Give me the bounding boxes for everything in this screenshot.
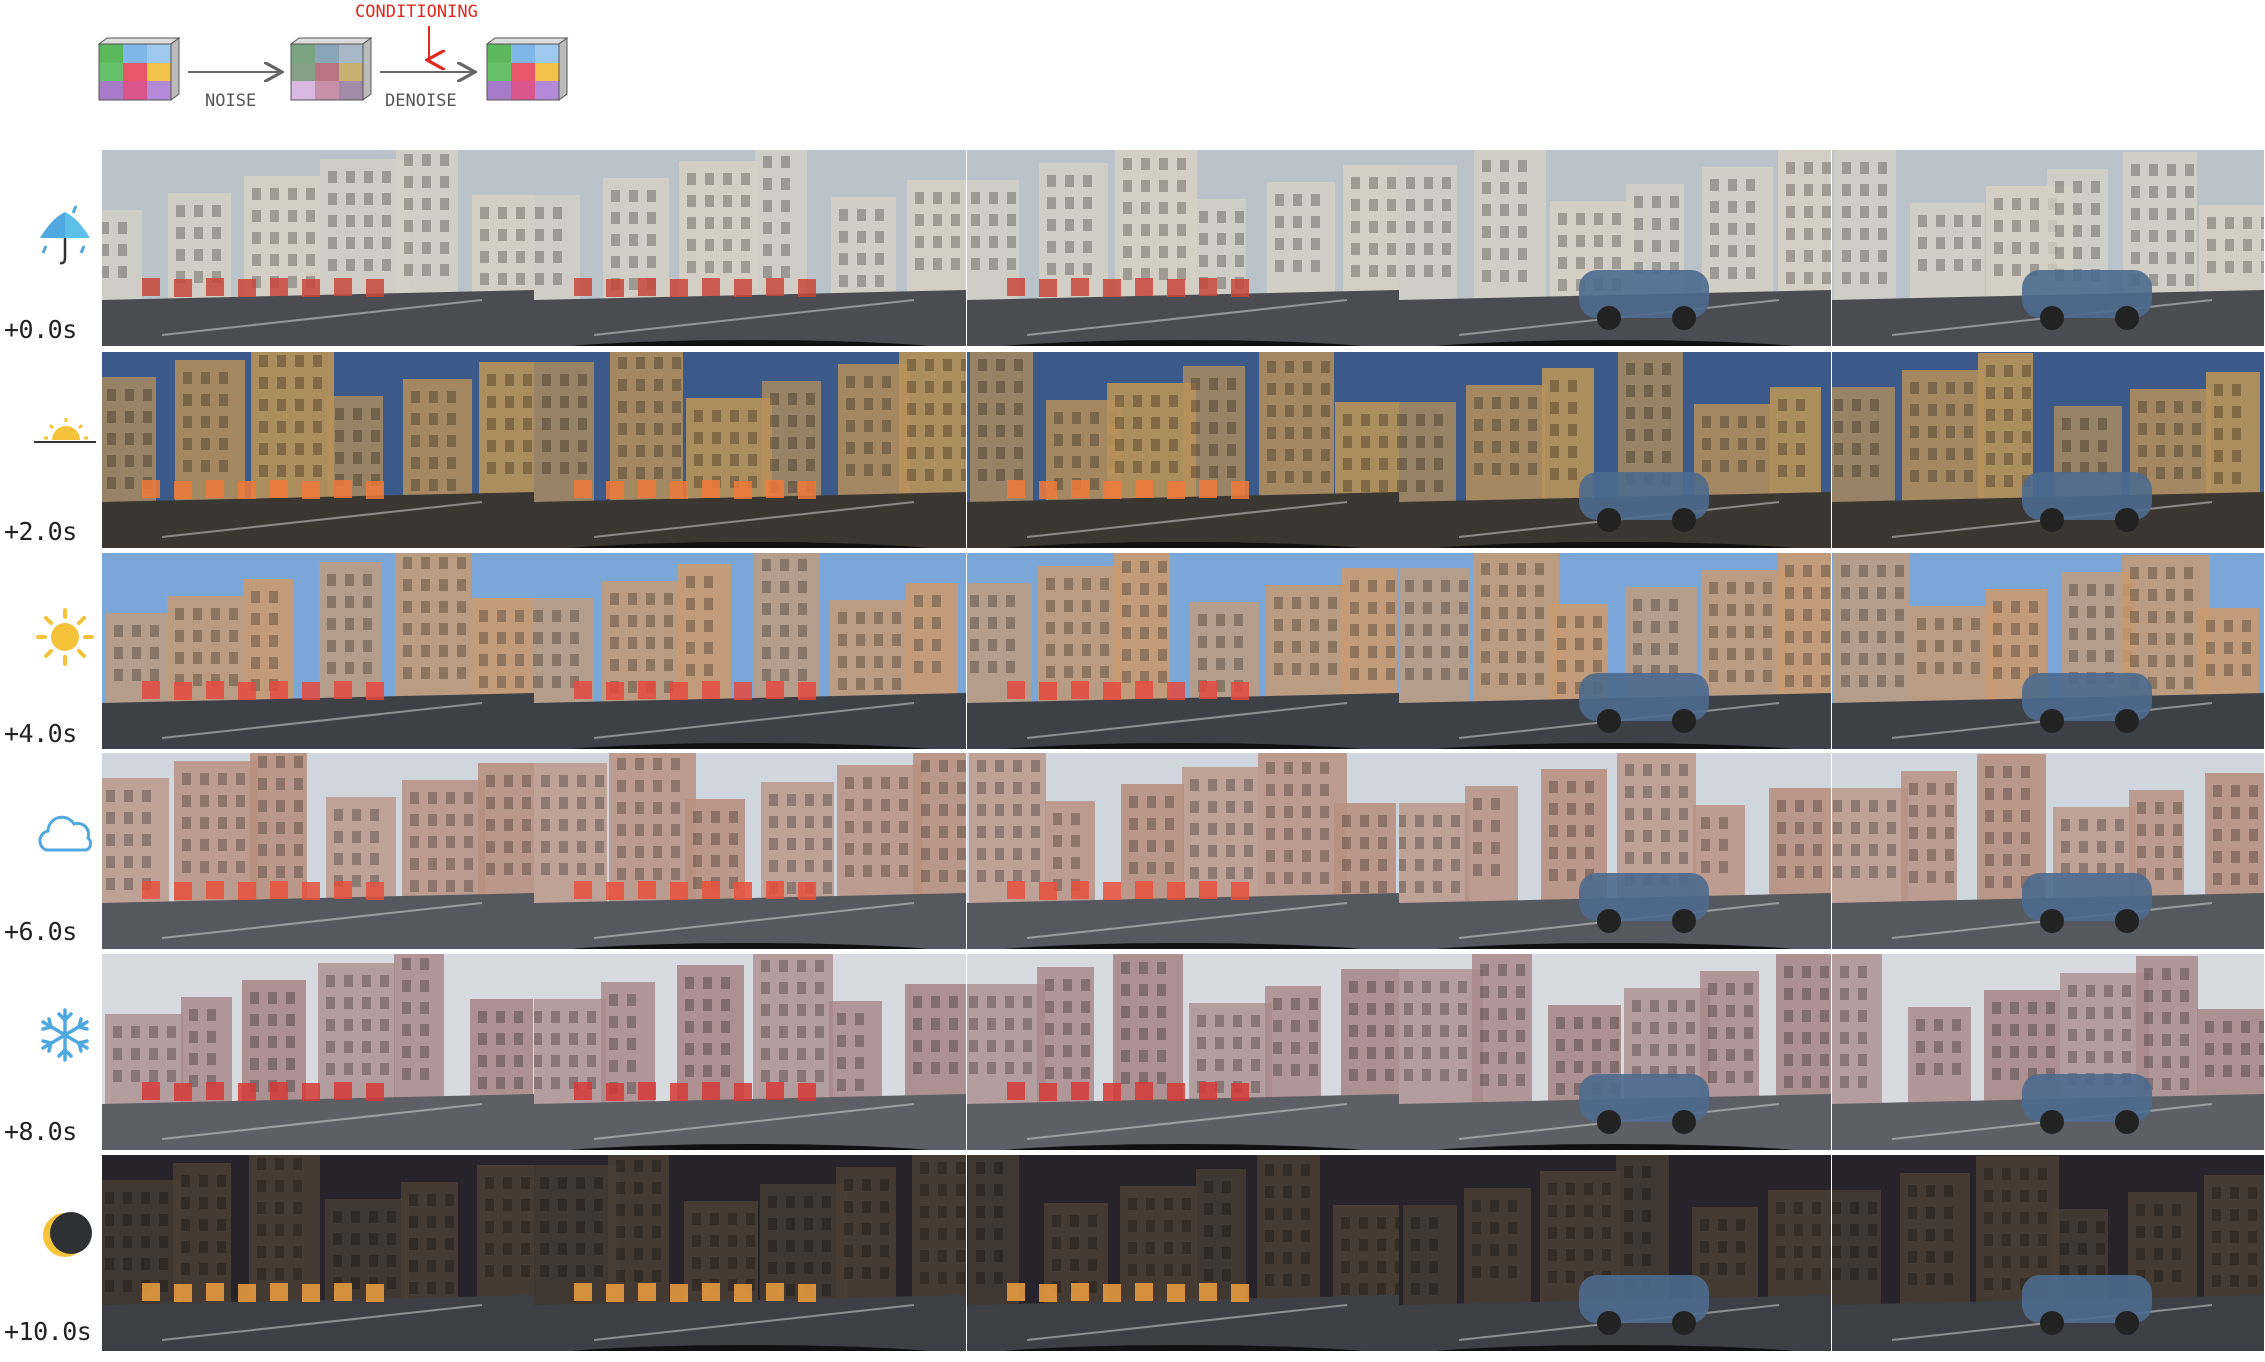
noise-label: NOISE bbox=[205, 91, 256, 110]
row-label-1: +2.0s bbox=[0, 352, 100, 548]
frame-row bbox=[102, 1155, 2264, 1351]
snowflake-icon bbox=[41, 1008, 89, 1062]
latent-cube-clean bbox=[97, 37, 181, 101]
frame-row bbox=[102, 753, 2264, 949]
sun-icon bbox=[36, 608, 94, 666]
denoise-label: DENOISE bbox=[385, 91, 457, 110]
video-frame bbox=[534, 150, 966, 346]
video-frame bbox=[967, 150, 1399, 346]
video-frame bbox=[102, 150, 534, 346]
video-frame bbox=[102, 954, 534, 1150]
cloud-icon bbox=[38, 815, 93, 852]
video-frame bbox=[102, 352, 534, 548]
video-frame bbox=[102, 753, 534, 949]
rain-umbrella-icon bbox=[40, 205, 90, 265]
conditioning-label: CONDITIONING bbox=[355, 2, 478, 22]
video-frame bbox=[967, 352, 1399, 548]
video-frame bbox=[1399, 150, 1831, 346]
moon-icon bbox=[43, 1212, 92, 1257]
row-label-0: +0.0s bbox=[0, 150, 100, 346]
video-frame bbox=[1832, 553, 2264, 749]
timestamp: +10.0s bbox=[4, 1317, 92, 1346]
frame-row bbox=[102, 352, 2264, 548]
video-frame bbox=[534, 352, 966, 548]
video-frame bbox=[1832, 1155, 2264, 1351]
video-frame bbox=[1832, 753, 2264, 949]
video-frame bbox=[534, 753, 966, 949]
frame-row bbox=[102, 553, 2264, 749]
sunrise-icon bbox=[34, 418, 96, 443]
video-frame bbox=[967, 753, 1399, 949]
video-frame bbox=[534, 553, 966, 749]
video-frame bbox=[1399, 753, 1831, 949]
timestamp: +0.0s bbox=[4, 315, 77, 344]
timestamp: +2.0s bbox=[4, 517, 77, 546]
video-frame bbox=[1399, 553, 1831, 749]
video-frame bbox=[534, 1155, 966, 1351]
timestamp: +4.0s bbox=[4, 719, 77, 748]
video-frame bbox=[102, 1155, 534, 1351]
video-frame bbox=[1832, 352, 2264, 548]
frame-row bbox=[102, 954, 2264, 1150]
video-frame bbox=[967, 553, 1399, 749]
video-frame bbox=[967, 1155, 1399, 1351]
frame-row bbox=[102, 150, 2264, 346]
video-frame bbox=[1832, 954, 2264, 1150]
video-frame bbox=[1399, 352, 1831, 548]
diffusion-diagram: NOISE DENOISE CONDITIONING bbox=[97, 2, 569, 110]
row-label-3: +6.0s bbox=[0, 752, 100, 948]
video-frame bbox=[1832, 150, 2264, 346]
video-frame bbox=[534, 954, 966, 1150]
video-frame bbox=[1399, 1155, 1831, 1351]
video-frame bbox=[967, 954, 1399, 1150]
timestamp: +6.0s bbox=[4, 917, 77, 946]
video-frame bbox=[1399, 954, 1831, 1150]
row-label-4: +8.0s bbox=[0, 952, 100, 1148]
latent-cube-noisy bbox=[289, 37, 373, 101]
row-label-5: +10.0s bbox=[0, 1152, 100, 1348]
timestamp: +8.0s bbox=[4, 1117, 77, 1146]
row-label-2: +4.0s bbox=[0, 554, 100, 750]
latent-cube-denoised bbox=[485, 37, 569, 101]
video-frame bbox=[102, 553, 534, 749]
